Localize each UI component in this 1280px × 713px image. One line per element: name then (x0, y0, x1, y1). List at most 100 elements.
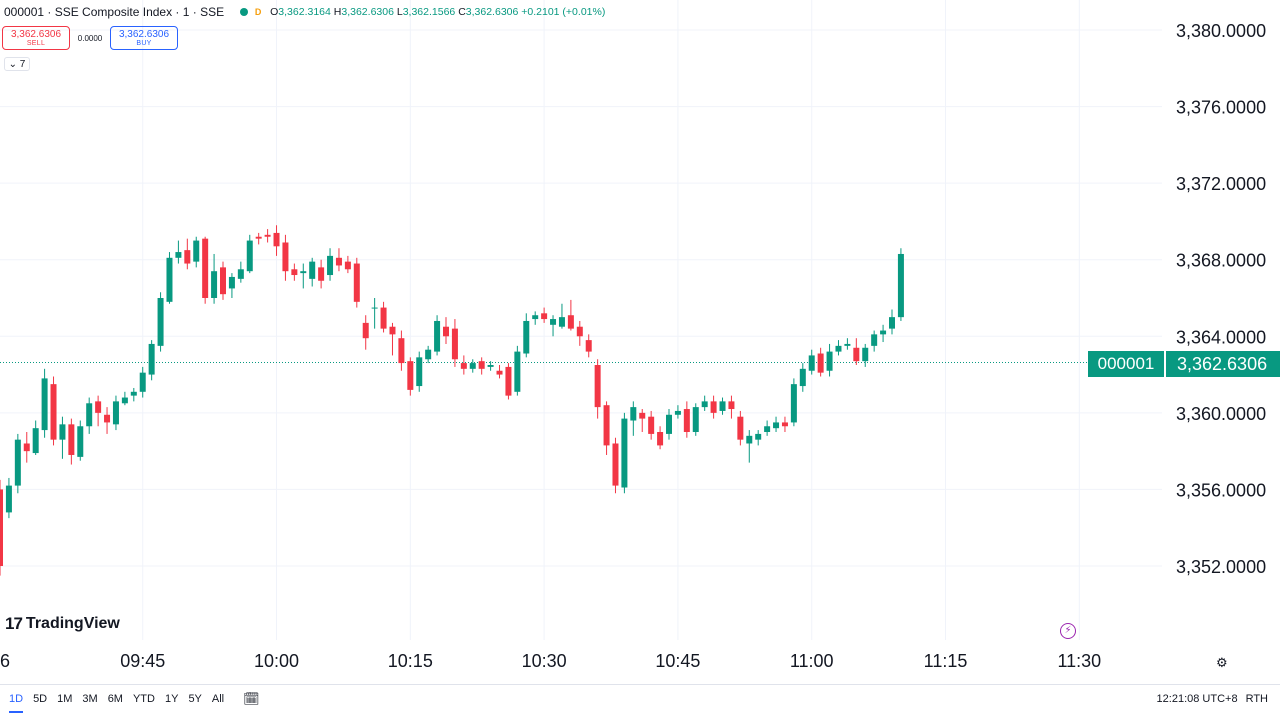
tv-logo-icon: 17 (5, 614, 23, 633)
price-chart[interactable]: 3,352.0000 3,356.0000 3,360.0000 3,364.0000… (0, 0, 1280, 684)
candle-body (550, 319, 557, 325)
candle-body (389, 326, 396, 335)
price-tick-label: 3,352.0000 (1176, 557, 1266, 577)
candle-body (68, 424, 75, 455)
calendar-icon[interactable]: 🗓 (243, 691, 260, 706)
candle-body (621, 418, 628, 488)
candle-body (541, 313, 548, 320)
data-badge: D (254, 7, 262, 17)
candle-body (764, 426, 771, 432)
candle-body (648, 416, 655, 434)
range-3m[interactable]: 3M (82, 693, 98, 705)
candle-body (657, 432, 664, 446)
candle-body (184, 250, 191, 264)
candle-body (291, 269, 298, 276)
range-ytd[interactable]: YTD (132, 693, 155, 705)
candle-body (398, 338, 405, 364)
candle-body (443, 326, 449, 337)
candle-body (692, 407, 699, 432)
candle-body (826, 351, 833, 371)
candle-body (416, 357, 423, 387)
candle-body (585, 340, 592, 352)
candle-body (808, 355, 815, 371)
price-tick-label: 3,364.0000 (1176, 327, 1266, 347)
lightning-icon[interactable]: ⚡ (1060, 623, 1076, 639)
price-tick-label: 3,376.0000 (1176, 98, 1266, 118)
candle-body (487, 365, 494, 367)
bottom-toolbar: 1D 5D 1M 3M 6M YTD 1Y 5Y All 🗓 12:21:08 UTC+8 RTH (0, 684, 1280, 713)
candle-body (478, 361, 485, 369)
candle-body (880, 330, 887, 335)
range-1m[interactable]: 1M (57, 693, 73, 705)
time-tick-label: 09:45 (120, 651, 165, 671)
brand-name: TradingView (25, 615, 120, 632)
candle-body (32, 428, 39, 454)
candle-body (532, 315, 539, 320)
time-tick-label: 10:15 (388, 651, 433, 671)
range-5d[interactable]: 5D (33, 693, 48, 705)
candle-body (889, 317, 895, 329)
time-axis[interactable]: 09:45 10:00 10:15 10:30 10:45 11:00 11:15 11:30… (0, 651, 1101, 671)
range-1y[interactable]: 1Y (164, 693, 179, 705)
candle-body (710, 401, 717, 413)
candle-body (86, 403, 93, 427)
candle-body (309, 261, 316, 279)
candle-body (407, 361, 414, 390)
price-axis[interactable]: 3,352.0000 3,356.0000 3,360.0000 3,364.0000… (1176, 21, 1266, 577)
last-price-symbol-tag: 000001 (1088, 351, 1164, 377)
buy-button[interactable]: 3,362.6306 BUY (110, 26, 178, 50)
high-label: H (333, 6, 342, 18)
range-1d[interactable]: 1D (9, 685, 24, 713)
candle-body (666, 414, 672, 434)
candle-body (781, 422, 788, 427)
candle-body (327, 255, 334, 276)
candle-body (362, 322, 369, 339)
candles (0, 225, 904, 576)
candle-body (871, 334, 878, 346)
candle-body (728, 401, 735, 410)
change-value: +0.2101 (+0.01%) (521, 6, 606, 18)
candle-body (77, 426, 84, 457)
candle-body (853, 347, 860, 362)
candle-body (612, 443, 619, 486)
candle-body (434, 320, 441, 352)
market-status-dot (240, 8, 249, 16)
spread-value: 0.0000 (77, 33, 103, 43)
indicators-collapse-button[interactable]: ⌄ 7 (4, 57, 30, 71)
low-value: 3,362.1566 (402, 6, 456, 18)
candle-body (157, 298, 164, 346)
time-tick-label: 10:30 (522, 651, 567, 671)
high-value: 3,362.6306 (341, 6, 394, 18)
candle-body (371, 307, 378, 309)
candle-body (567, 315, 574, 329)
symbol-title[interactable]: 000001 · SSE Composite Index · 1 · SSE (4, 5, 225, 19)
range-6m[interactable]: 6M (107, 693, 123, 705)
candle-body (505, 366, 512, 396)
candle-body (630, 407, 637, 421)
candle-body (746, 435, 753, 444)
candle-body (41, 378, 48, 431)
candle-body (514, 351, 521, 392)
tradingview-logo[interactable]: 17 TradingView (5, 614, 120, 634)
sell-button[interactable]: 3,362.6306 SELL (2, 26, 70, 50)
candle-body (674, 410, 681, 415)
candle-body (737, 416, 744, 440)
candle-body (862, 347, 869, 362)
candle-body (523, 320, 530, 354)
candle-body (425, 349, 432, 360)
candle-body (318, 267, 325, 281)
price-tick-label: 3,356.0000 (1176, 480, 1266, 500)
close-value: 3,362.6306 (465, 6, 519, 18)
range-5y[interactable]: 5Y (188, 693, 202, 705)
range-all[interactable]: All (211, 693, 225, 705)
session-button[interactable]: RTH (1245, 693, 1268, 705)
candle-body (451, 328, 458, 360)
time-tick-label: 10:00 (254, 651, 299, 671)
gear-icon[interactable]: ⚙ (1216, 655, 1228, 670)
time-tick-label: 10:45 (655, 651, 700, 671)
candle-body (773, 422, 780, 429)
trade-panel: 3,362.6306 SELL 0.0000 3,362.6306 BUY (2, 25, 178, 51)
candle-body (496, 370, 503, 375)
clock[interactable]: 12:21:08 UTC+8 (1156, 693, 1238, 705)
time-tick-label: 6 (0, 651, 10, 671)
